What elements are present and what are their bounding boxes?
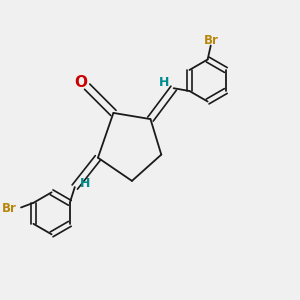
Text: H: H: [159, 76, 169, 89]
Text: H: H: [80, 177, 90, 190]
Text: O: O: [74, 76, 87, 91]
Text: Br: Br: [2, 202, 16, 215]
Text: Br: Br: [204, 34, 219, 47]
